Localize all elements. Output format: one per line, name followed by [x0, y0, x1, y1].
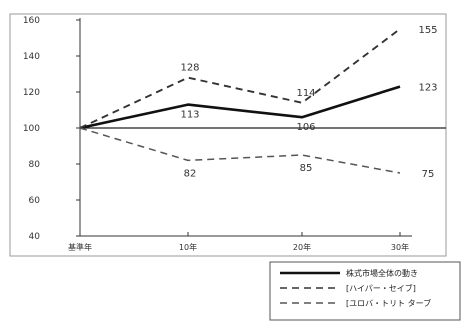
series-line-1 — [79, 85, 401, 130]
y-tick-label: 100 — [23, 124, 40, 134]
legend-label-2: [ハイパー・セイブ] — [346, 283, 416, 293]
legend-label-3: [ユロバ・トリト ターブ — [346, 298, 431, 308]
y-tick-label: 120 — [23, 88, 40, 98]
legend-label-1: 株式市場全体の動き — [346, 268, 418, 278]
plot-frame — [9, 13, 447, 257]
data-label: 106 — [296, 122, 315, 133]
series-line-2 — [79, 28, 401, 129]
data-label: 82 — [184, 168, 197, 179]
data-label: 123 — [418, 83, 437, 94]
y-tick-label: 80 — [29, 160, 41, 170]
data-label: 128 — [180, 63, 199, 74]
legend: 株式市場全体の動き [ハイパー・セイブ] [ユロバ・トリト ターブ — [269, 261, 461, 321]
x-tick-label: 10年 — [179, 242, 197, 252]
data-label: 114 — [296, 88, 315, 99]
data-label: 75 — [422, 169, 435, 180]
y-tick-label: 140 — [23, 52, 40, 62]
data-label: 113 — [180, 110, 199, 121]
x-tick-label: 基準年 — [68, 242, 92, 252]
y-tick-label: 60 — [29, 196, 41, 206]
x-tick-label: 30年 — [391, 242, 409, 252]
series-line-3 — [79, 127, 401, 174]
y-tick-label: 160 — [23, 16, 40, 26]
y-tick-label: 40 — [29, 232, 41, 242]
legend-box — [269, 261, 461, 321]
x-tick-label: 20年 — [293, 242, 311, 252]
data-label: 85 — [300, 163, 313, 174]
data-label: 155 — [418, 25, 437, 36]
